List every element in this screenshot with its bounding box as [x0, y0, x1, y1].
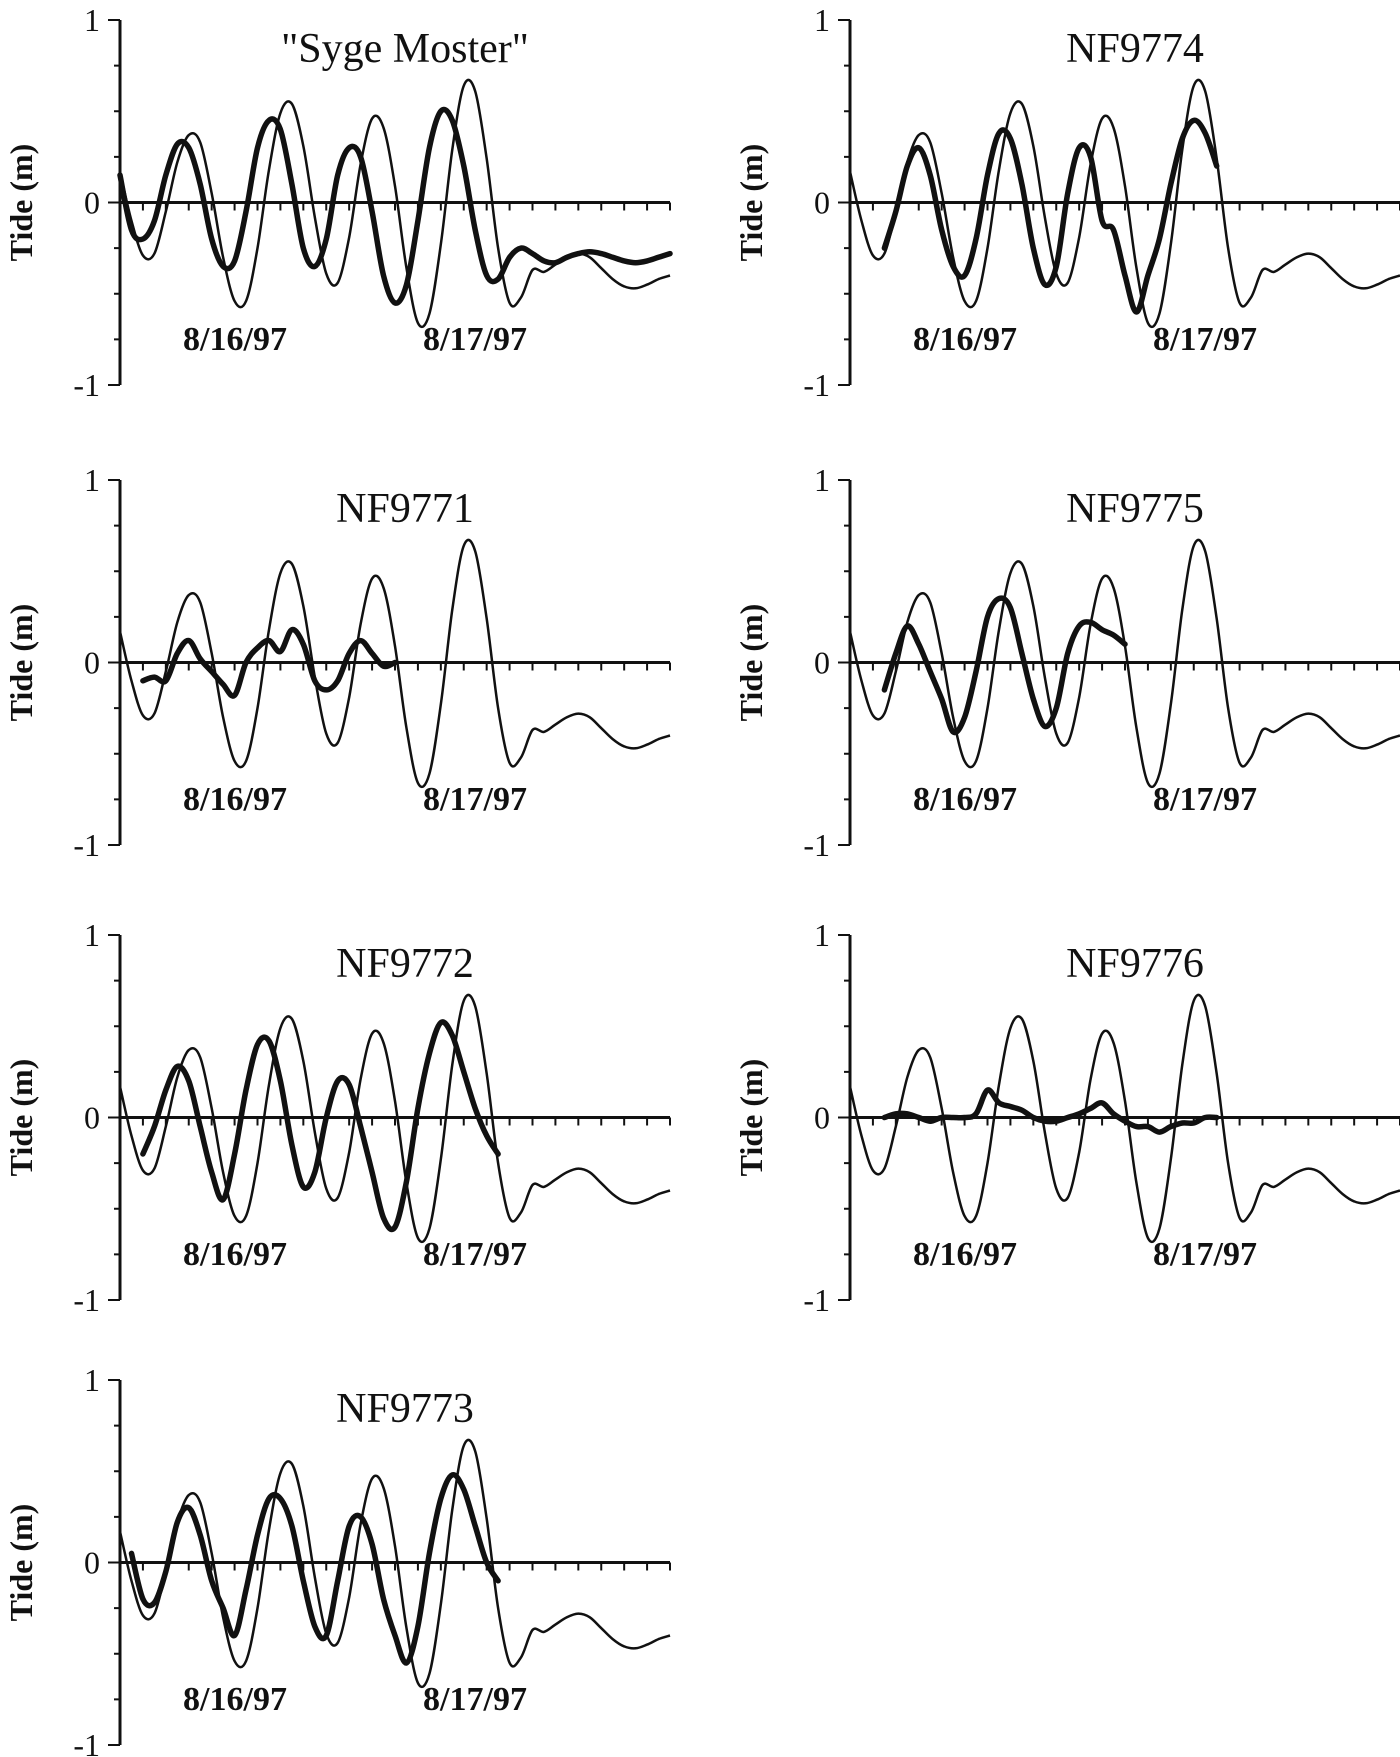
- panel-title: NF9773: [336, 1386, 474, 1432]
- panel-title: NF9771: [336, 486, 474, 532]
- y-tick-label: -1: [73, 1282, 100, 1318]
- date-label: 8/17/97: [423, 1681, 527, 1718]
- predicted-tide-line: [118, 538, 671, 789]
- date-label: 8/17/97: [423, 321, 527, 358]
- panel-title: NF9775: [1066, 486, 1204, 532]
- y-tick-label: -1: [803, 367, 830, 403]
- y-axis-label: Tide (m): [733, 604, 769, 722]
- y-tick-label: 0: [84, 1545, 100, 1581]
- y-axis-label: Tide (m): [3, 1059, 39, 1177]
- y-tick-label: 1: [84, 1362, 100, 1398]
- predicted-tide-line: [118, 993, 671, 1244]
- y-axis-label: Tide (m): [3, 1504, 39, 1622]
- observed-tide-line: [140, 626, 398, 699]
- date-label: 8/16/97: [183, 1681, 287, 1718]
- y-tick-label: -1: [73, 1727, 100, 1757]
- chart-panel-3: 1 0 -1 Tide (m) NF9771 8/16/97 8/17/97: [3, 462, 671, 863]
- date-label: 8/17/97: [1153, 321, 1257, 358]
- y-tick-label: -1: [73, 827, 100, 863]
- y-tick-label: 0: [814, 185, 830, 221]
- predicted-tide-line: [118, 1438, 671, 1689]
- date-label: 8/16/97: [183, 1236, 287, 1273]
- date-label: 8/16/97: [183, 321, 287, 358]
- y-tick-label: 1: [84, 2, 100, 38]
- observed-tide-line: [140, 1019, 501, 1233]
- y-tick-label: 0: [84, 1100, 100, 1136]
- date-label: 8/16/97: [913, 1236, 1017, 1273]
- y-tick-label: 1: [814, 917, 830, 953]
- y-axis-label: Tide (m): [3, 144, 39, 262]
- panel-title: NF9772: [336, 941, 474, 987]
- y-tick-label: -1: [73, 367, 100, 403]
- y-tick-label: 1: [814, 2, 830, 38]
- y-tick-label: 0: [814, 645, 830, 681]
- observed-tide-line: [881, 117, 1220, 315]
- observed-tide-line: [128, 1472, 501, 1666]
- observed-tide-line: [881, 595, 1128, 736]
- y-tick-label: -1: [803, 827, 830, 863]
- date-label: 8/17/97: [1153, 1236, 1257, 1273]
- chart-panel-5: 1 0 -1 Tide (m) NF9772 8/16/97 8/17/97: [3, 917, 671, 1318]
- predicted-tide-line: [848, 78, 1400, 329]
- chart-panel-4: 1 0 -1 Tide (m) NF9775 8/16/97 8/17/97: [733, 462, 1400, 863]
- y-tick-label: 0: [84, 185, 100, 221]
- date-label: 8/17/97: [1153, 781, 1257, 818]
- chart-panel-7: 1 0 -1 Tide (m) NF9773 8/16/97 8/17/97: [3, 1362, 671, 1757]
- chart-panel-2: 1 0 -1 Tide (m) NF9774 8/16/97 8/17/97: [733, 2, 1400, 403]
- chart-panel-6: 1 0 -1 Tide (m) NF9776 8/16/97 8/17/97: [733, 917, 1400, 1318]
- y-axis-label: Tide (m): [3, 604, 39, 722]
- panel-title: NF9774: [1066, 26, 1204, 72]
- observed-tide-line: [881, 1087, 1220, 1135]
- date-label: 8/17/97: [423, 1236, 527, 1273]
- y-tick-label: 0: [814, 1100, 830, 1136]
- y-axis-label: Tide (m): [733, 144, 769, 262]
- predicted-tide-line: [848, 538, 1400, 789]
- panel-title: "Syge Moster": [281, 26, 529, 72]
- y-tick-label: 1: [84, 917, 100, 953]
- date-label: 8/17/97: [423, 781, 527, 818]
- date-label: 8/16/97: [913, 781, 1017, 818]
- date-label: 8/16/97: [913, 321, 1017, 358]
- y-tick-label: 0: [84, 645, 100, 681]
- chart-panel-1: 1 0 -1 Tide (m) "Syge Moster" 8/16/97 8/17/97: [3, 2, 673, 403]
- y-tick-label: 1: [814, 462, 830, 498]
- y-tick-label: 1: [84, 462, 100, 498]
- y-axis-label: Tide (m): [733, 1059, 769, 1177]
- date-label: 8/16/97: [183, 781, 287, 818]
- y-tick-label: -1: [803, 1282, 830, 1318]
- panel-title: NF9776: [1066, 941, 1204, 987]
- observed-tide-line: [117, 106, 673, 306]
